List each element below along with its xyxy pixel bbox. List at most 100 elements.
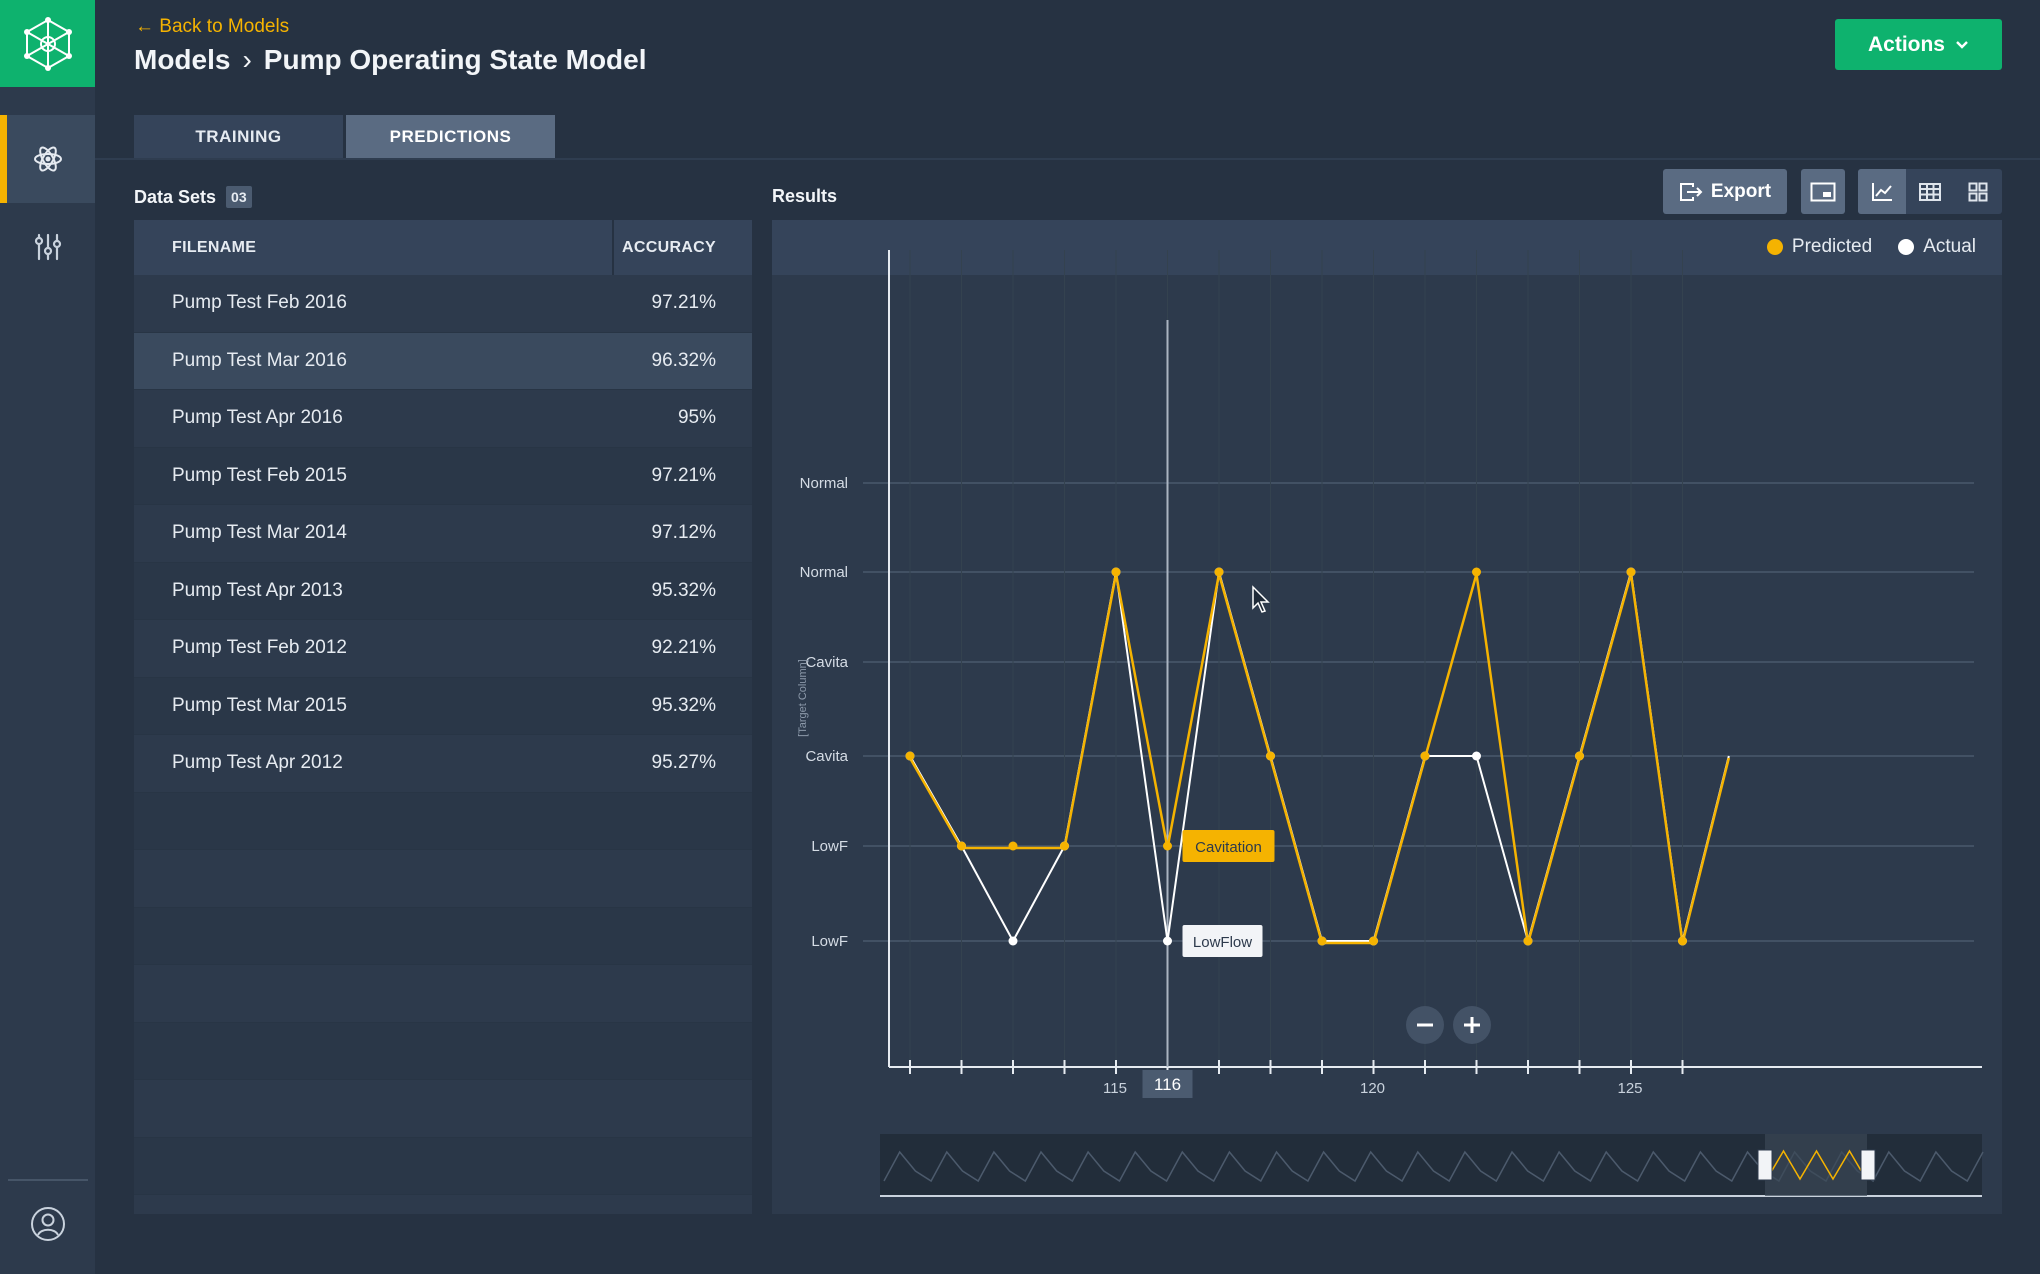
zoom-in-button[interactable] (1453, 1006, 1491, 1044)
data-point-predicted[interactable] (1523, 936, 1533, 946)
empty-table-row (134, 965, 752, 1023)
cursor-tooltip-actual-label: LowFlow (1193, 934, 1252, 951)
app-logo[interactable] (0, 0, 95, 87)
results-title: Results (772, 186, 838, 206)
export-icon (1679, 182, 1703, 201)
empty-table-row (134, 1080, 752, 1138)
data-point-predicted[interactable] (1575, 751, 1584, 761)
actions-button[interactable]: Actions (1835, 19, 2002, 70)
chevron-right-icon: › (242, 44, 252, 75)
column-header-filename[interactable]: FILENAME (134, 220, 614, 275)
cell-filename: Pump Test Apr 2016 (172, 407, 343, 429)
y-axis-label: [Target Column] (797, 659, 809, 737)
sidebar-item-models[interactable] (0, 115, 95, 203)
datasets-count-badge: 03 (226, 186, 252, 208)
chart-legend: Predicted Actual (1766, 236, 1976, 258)
network-logo-icon (23, 16, 72, 71)
y-tick-label: Normal (800, 564, 848, 581)
tab-training[interactable]: TRAINING (134, 115, 343, 158)
sliders-icon (34, 233, 61, 261)
cell-filename: Pump Test Mar 2015 (172, 694, 347, 716)
cell-accuracy: 97.21% (651, 292, 716, 314)
x-tick-label: 115 (1103, 1080, 1127, 1097)
datasets-title: Data Sets 03 (134, 186, 252, 208)
cell-filename: Pump Test Feb 2016 (172, 292, 347, 314)
table-row[interactable]: Pump Test Apr 2016 95% (134, 390, 752, 448)
data-point-predicted[interactable] (1678, 936, 1687, 946)
table-row[interactable]: Pump Test Mar 2015 95.32% (134, 677, 752, 735)
table-row[interactable]: Pump Test Feb 2012 92.21% (134, 620, 752, 678)
legend-dot-predicted (1766, 239, 1783, 255)
line-chart-icon (1872, 182, 1892, 201)
results-line-chart[interactable]: LowF LowF Cavita Cavita Normal Normal 115 120 12… (772, 220, 2002, 1214)
chevron-down-icon (1956, 40, 1968, 49)
sidebar-divider (8, 1179, 88, 1181)
table-header: FILENAME ACCURACY (134, 220, 752, 275)
x-tick-label: 125 (1617, 1080, 1642, 1097)
cell-filename: Pump Test Feb 2015 (172, 464, 347, 486)
series-line-predicted (908, 572, 1731, 945)
tab-predictions[interactable]: PREDICTIONS (346, 115, 555, 158)
data-point-actual[interactable] (1163, 936, 1172, 946)
data-point-predicted[interactable] (905, 751, 915, 761)
data-point-predicted[interactable] (1060, 841, 1069, 851)
y-tick-label: Cavita (805, 654, 848, 671)
table-row[interactable]: Pump Test Feb 2015 97.21% (134, 447, 752, 505)
legend-label-predicted: Predicted (1791, 236, 1873, 257)
y-tick-label: LowF (811, 933, 848, 950)
tab-bar-divider (95, 158, 2040, 160)
range-handle-left[interactable] (1757, 1149, 1773, 1181)
data-point-predicted[interactable] (1317, 936, 1327, 946)
cell-accuracy: 92.21% (651, 637, 716, 659)
legend-label-actual: Actual (1923, 236, 1976, 257)
table-row[interactable]: Pump Test Apr 2013 95.32% (134, 562, 752, 620)
data-point-predicted[interactable] (957, 841, 966, 851)
data-point-predicted[interactable] (1420, 751, 1430, 761)
table-row[interactable]: Pump Test Apr 2012 95.27% (134, 735, 752, 793)
table-row[interactable]: Pump Test Mar 2016 96.32% (134, 332, 752, 390)
sidebar-item-settings[interactable] (0, 203, 95, 291)
data-point-predicted[interactable] (1111, 567, 1121, 577)
cell-filename: Pump Test Apr 2013 (172, 579, 343, 601)
cell-accuracy: 95% (677, 407, 716, 429)
column-header-accuracy[interactable]: ACCURACY (622, 238, 716, 256)
range-window[interactable] (1765, 1134, 1867, 1196)
mouse-cursor-icon (1252, 585, 1270, 613)
cell-filename: Pump Test Mar 2014 (172, 522, 347, 544)
data-point-predicted[interactable] (1266, 751, 1275, 761)
table-row[interactable]: Pump Test Feb 2016 97.21% (134, 275, 752, 333)
legend-dot-actual (1898, 239, 1915, 255)
sidebar (0, 0, 95, 1274)
data-point-actual[interactable] (1008, 936, 1018, 946)
grid-view-button[interactable] (1954, 169, 2002, 214)
data-point-predicted[interactable] (1472, 567, 1481, 577)
legend-item-actual[interactable]: Actual (1898, 236, 1976, 258)
table-view-button[interactable] (1906, 169, 1954, 214)
line-chart-view-button[interactable] (1858, 169, 1906, 214)
breadcrumb: Models › Pump Operating State Model (134, 44, 647, 76)
range-window-line (1766, 1149, 1867, 1181)
export-button[interactable]: Export (1663, 169, 1787, 214)
back-to-models-link[interactable]: ← Back to Models (135, 16, 290, 37)
table-row[interactable]: Pump Test Mar 2014 97.12% (134, 505, 752, 563)
data-point-predicted[interactable] (1163, 841, 1172, 851)
breadcrumb-models[interactable]: Models (134, 44, 231, 75)
data-point-predicted[interactable] (1214, 567, 1224, 577)
legend-item-predicted[interactable]: Predicted (1766, 236, 1873, 258)
empty-table-row (134, 1137, 752, 1195)
empty-table-row (134, 1022, 752, 1080)
grid-icon (1968, 182, 1988, 201)
cell-accuracy: 95.32% (651, 579, 716, 601)
zoom-out-button[interactable] (1406, 1006, 1444, 1044)
data-point-predicted[interactable] (1008, 841, 1018, 851)
y-tick-label: Normal (800, 475, 848, 492)
data-point-actual[interactable] (1472, 751, 1481, 761)
data-point-predicted[interactable] (1626, 567, 1636, 577)
range-handle-right[interactable] (1860, 1149, 1876, 1181)
cell-accuracy: 95.32% (651, 694, 716, 716)
table-body: Pump Test Feb 2016 97.21% Pump Test Mar 20… (134, 275, 752, 1195)
data-point-predicted[interactable] (1369, 936, 1378, 946)
cursor-x-label: 116 (1154, 1075, 1181, 1094)
embed-view-button[interactable] (1801, 169, 1845, 214)
sidebar-user[interactable] (0, 1194, 95, 1254)
